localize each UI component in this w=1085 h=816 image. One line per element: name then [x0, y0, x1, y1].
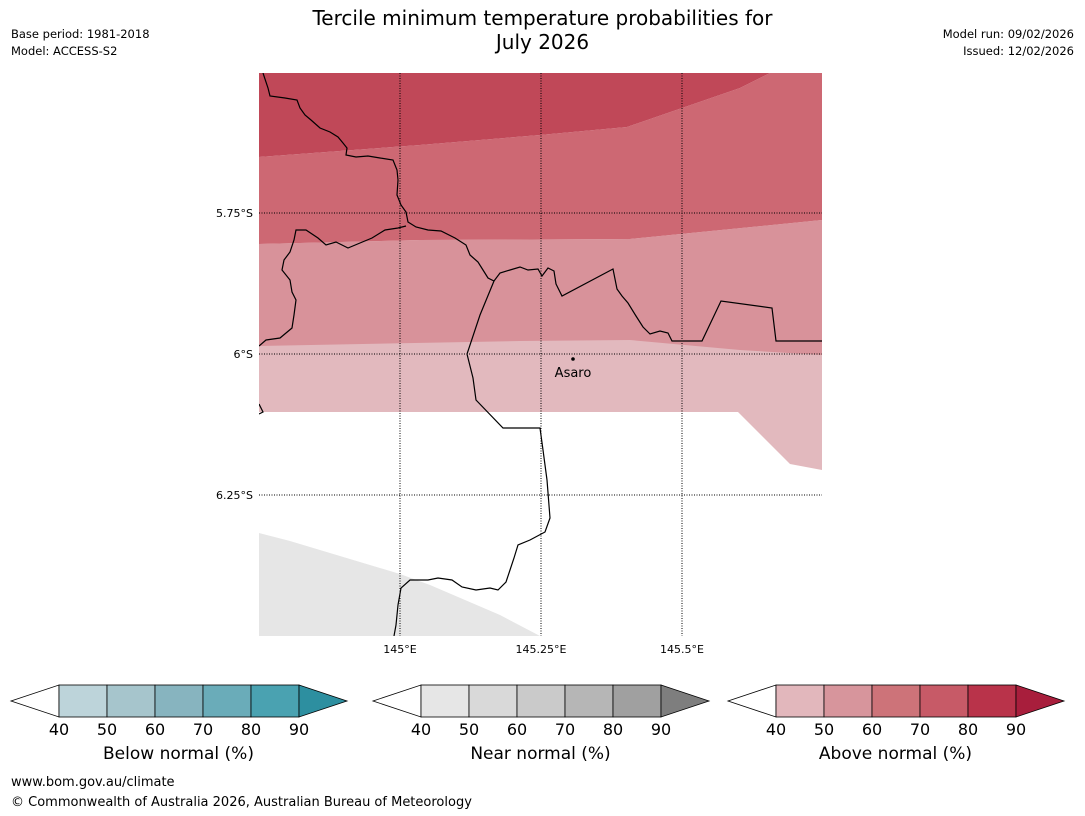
legend-below-tip-high — [298, 684, 349, 718]
issued-date: Issued: 12/02/2026 — [963, 44, 1074, 58]
lat-label-6: 6°S — [234, 348, 253, 361]
boundary-west-stub — [259, 403, 264, 415]
legend-near-tick: 80 — [603, 720, 623, 739]
footer-copyright: © Commonwealth of Australia 2026, Austra… — [11, 795, 472, 810]
legend-below-normal: 40 50 60 70 80 90 — [9, 684, 349, 739]
legend-near-swatch — [564, 684, 614, 718]
forecast-map: Asaro 5.75°S 6°S 6.25°S 145°E 145.25°E 1… — [216, 73, 822, 656]
footer-url[interactable]: www.bom.gov.au/climate — [11, 775, 175, 790]
asaro-label: Asaro — [555, 366, 592, 381]
legend-near-swatch — [420, 684, 470, 718]
model-name: Model: ACCESS-S2 — [11, 44, 118, 58]
band-above-80-90 — [259, 73, 770, 157]
legend-above-normal-label: Above normal (%) — [818, 744, 973, 764]
meta-right: Model run: 09/02/2026 Issued: 12/02/2026 — [943, 26, 1074, 60]
meta-left: Base period: 1981-2018 Model: ACCESS-S2 — [11, 26, 150, 60]
legend-above-tip-high — [1015, 684, 1066, 718]
legend-near-swatch — [612, 684, 662, 718]
map-title: Tercile minimum temperature probabilitie… — [0, 6, 1085, 54]
legend-above-swatch — [919, 684, 969, 718]
legend-near-tick: 50 — [459, 720, 479, 739]
lon-label-145-25: 145.25°E — [516, 643, 567, 656]
legend-above-swatch — [871, 684, 921, 718]
province-boundaries — [259, 73, 822, 636]
legend-below-tick: 70 — [193, 720, 213, 739]
probability-bands — [259, 73, 822, 636]
axis-labels: 5.75°S 6°S 6.25°S 145°E 145.25°E 145.5°E — [216, 207, 704, 656]
legend-near-tick: 60 — [507, 720, 527, 739]
legend-near-tick: 90 — [651, 720, 671, 739]
legend-below-tick: 50 — [97, 720, 117, 739]
legend-near-tip-high — [660, 684, 711, 718]
band-near-40-50 — [259, 533, 540, 636]
legend-below-swatch — [106, 684, 156, 718]
band-above-40-50 — [259, 340, 822, 470]
legend-below-tick: 80 — [241, 720, 261, 739]
legend-below-swatch — [58, 684, 108, 718]
legend-below-tick: 40 — [49, 720, 69, 739]
title-line-1: Tercile minimum temperature probabilitie… — [312, 6, 773, 30]
legend-below-swatch — [250, 684, 300, 718]
legend-near-normal-label: Near normal (%) — [470, 744, 611, 764]
legend-near-swatch — [516, 684, 566, 718]
legend-above-tick: 40 — [766, 720, 786, 739]
legend-near-tip-low — [371, 684, 422, 718]
legend-below-tick: 90 — [289, 720, 309, 739]
lon-label-145: 145°E — [383, 643, 416, 656]
legend-above-tick: 50 — [814, 720, 834, 739]
lat-label-5-75: 5.75°S — [216, 207, 253, 220]
place-marker: Asaro — [555, 357, 592, 381]
legend-near-tick: 40 — [411, 720, 431, 739]
asaro-point — [571, 357, 575, 361]
boundary-north-loop — [259, 225, 407, 347]
title-line-2: July 2026 — [495, 30, 590, 54]
legend-above-tick: 70 — [910, 720, 930, 739]
boundary-east-south — [393, 280, 551, 636]
legend-near-tick: 70 — [555, 720, 575, 739]
legend-near-swatch — [468, 684, 518, 718]
legend-above-tick: 60 — [862, 720, 882, 739]
legend-below-normal-label: Below normal (%) — [103, 744, 254, 764]
base-period: Base period: 1981-2018 — [11, 27, 150, 41]
legend-below-tick: 60 — [145, 720, 165, 739]
lon-label-145-5: 145.5°E — [660, 643, 704, 656]
legend-below-swatch — [202, 684, 252, 718]
legend-near-normal: 40 50 60 70 80 90 — [371, 684, 711, 739]
legend-above-tip-low — [726, 684, 777, 718]
boundary-west — [262, 73, 822, 342]
legend-above-swatch — [823, 684, 873, 718]
legend-above-tick: 80 — [958, 720, 978, 739]
legend-below-tip-low — [9, 684, 60, 718]
model-run: Model run: 09/02/2026 — [942, 27, 1074, 41]
legend-below-swatch — [154, 684, 204, 718]
legend-above-swatch — [967, 684, 1017, 718]
colour-legends: 40 50 60 70 80 90 40 50 60 70 80 90 40 50 60 70 80 90 — [9, 684, 1066, 739]
legend-above-swatch — [775, 684, 825, 718]
legend-above-normal: 40 50 60 70 80 90 — [726, 684, 1066, 739]
legend-above-tick: 90 — [1006, 720, 1026, 739]
lat-label-6-25: 6.25°S — [216, 489, 253, 502]
